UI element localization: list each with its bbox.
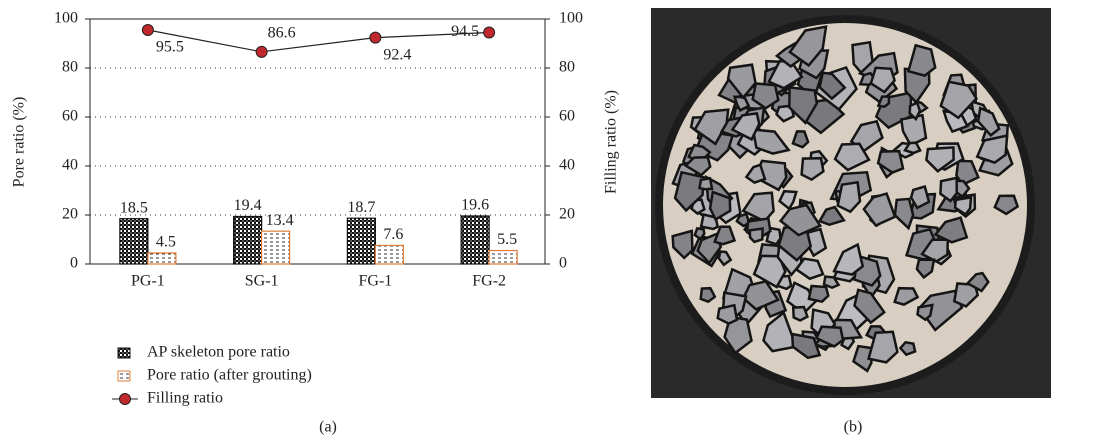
data-label: 95.5 [156,39,184,56]
bar [120,219,148,264]
data-label: 7.6 [383,226,403,243]
y-tick-label: 40 [62,157,78,174]
legend-swatch [118,371,130,381]
stone [701,288,715,302]
y2-tick-label: 60 [559,108,575,125]
bar [347,218,375,264]
chart: 0 20 40 60 80 100 0 20 40 60 80 100 Pore ratio (%) Fi… [11,10,620,407]
y-tick-label: 60 [62,108,78,125]
bar [262,231,290,264]
point [142,25,153,36]
y2-axis-label: Filling ratio (%) [603,90,620,194]
caption: (a) [319,419,337,436]
stone [695,228,705,239]
data-label: 5.5 [497,231,517,248]
bar [234,216,262,264]
y2-tick-label: 40 [559,157,575,174]
y2-tick-label: 80 [559,59,575,76]
legend-marker [120,394,131,405]
bar [489,251,517,264]
y-axis-label: Pore ratio (%) [11,97,28,188]
y2-tick-label: 20 [559,206,575,223]
data-label: 94.5 [451,23,479,40]
y-tick-label: 20 [62,206,78,223]
figure: 0 20 40 60 80 100 0 20 40 60 80 100 Pore ratio (%) Fi… [0,0,1096,441]
bar [461,216,489,264]
stone [718,305,737,323]
data-label: 4.5 [156,234,176,251]
point [370,32,381,43]
point [484,27,495,38]
y-tick-label: 0 [70,255,78,272]
stone [793,131,808,147]
y-tick-label: 100 [54,10,78,27]
stone [750,229,763,242]
legend-label: AP skeleton pore ratio [147,344,290,361]
data-label: 19.6 [461,197,489,214]
data-label: 18.7 [347,199,375,216]
data-label: 86.6 [268,25,296,42]
y2-tick-label: 100 [559,10,583,27]
x-tick-label: PG-1 [131,273,165,290]
legend-swatch [118,348,130,358]
data-label: 92.4 [383,46,411,63]
data-label: 19.4 [234,197,262,214]
y-tick-label: 80 [62,59,78,76]
legend-label: Filling ratio [147,390,223,407]
data-label: 18.5 [120,199,148,216]
stone [793,307,807,320]
x-tick-label: SG-1 [245,273,279,290]
legend-label: Pore ratio (after grouting) [147,367,312,384]
stone [700,178,713,189]
line [148,30,489,52]
caption: (b) [844,419,863,436]
point [256,46,267,57]
bar [148,253,176,264]
x-tick-label: FG-2 [472,273,506,290]
specimen-photo [651,8,1051,398]
y2-tick-label: 0 [559,255,567,272]
data-label: 13.4 [266,212,294,229]
x-tick-label: FG-1 [358,273,392,290]
stone [809,286,828,302]
bar [375,245,403,264]
